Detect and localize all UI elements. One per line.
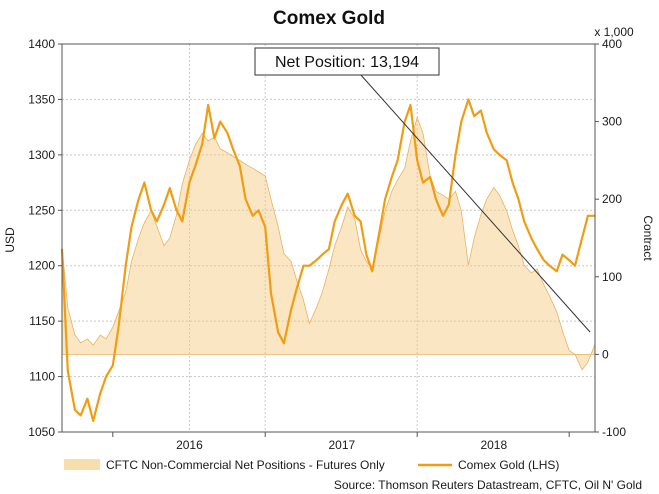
right-tick-label: 0 [602,347,609,361]
net-position-callout: Net Position: 13,194 [254,47,591,333]
y-axis-title-left: USD [3,227,17,253]
left-tick-label: 1200 [28,259,55,273]
y-axis-title-right: Contract [641,215,655,261]
legend-label-gold: Comex Gold (LHS) [458,458,559,472]
left-tick-label: 1400 [28,37,55,51]
callout-leader-line [359,73,591,333]
source-note: Source: Thomson Reuters Datastream, CFTC… [334,478,642,492]
right-tick-label: 400 [602,37,622,51]
right-tick-label: -100 [602,425,626,439]
x-tick-label: 2016 [176,438,203,452]
right-axis-unit: x 1,000 [594,25,634,39]
net-positions-area [61,116,596,371]
gold-price-polyline [60,98,595,422]
callout-box [254,47,440,76]
left-axis: 1050 1100 1150 1200 1250 1300 1350 1400 [28,37,62,439]
x-tick-label: 2017 [328,438,355,452]
left-tick-label: 1050 [28,425,55,439]
left-tick-label: 1100 [29,370,55,384]
legend-label-net-positions: CFTC Non-Commercial Net Positions - Futu… [106,458,385,472]
right-axis: -100 0 100 200 300 400 [595,37,626,439]
right-tick-label: 200 [602,192,622,206]
x-tick-label: 2018 [480,438,507,452]
callout-label: Net Position: 13,194 [275,54,419,71]
plot-frame [61,43,596,433]
left-tick-label: 1150 [29,314,55,328]
net-positions-area-path [61,116,596,371]
left-tick-label: 1250 [28,203,55,217]
legend: CFTC Non-Commercial Net Positions - Futu… [64,458,559,472]
chart-title: Comex Gold [273,8,385,29]
gold-price-line [60,98,595,422]
x-axis: 2016 2017 2018 [112,432,570,452]
left-tick-label: 1350 [28,92,55,106]
right-tick-label: 300 [602,115,622,129]
legend-swatch-net-positions [64,459,100,470]
right-tick-label: 100 [602,270,622,284]
left-tick-label: 1300 [28,148,55,162]
